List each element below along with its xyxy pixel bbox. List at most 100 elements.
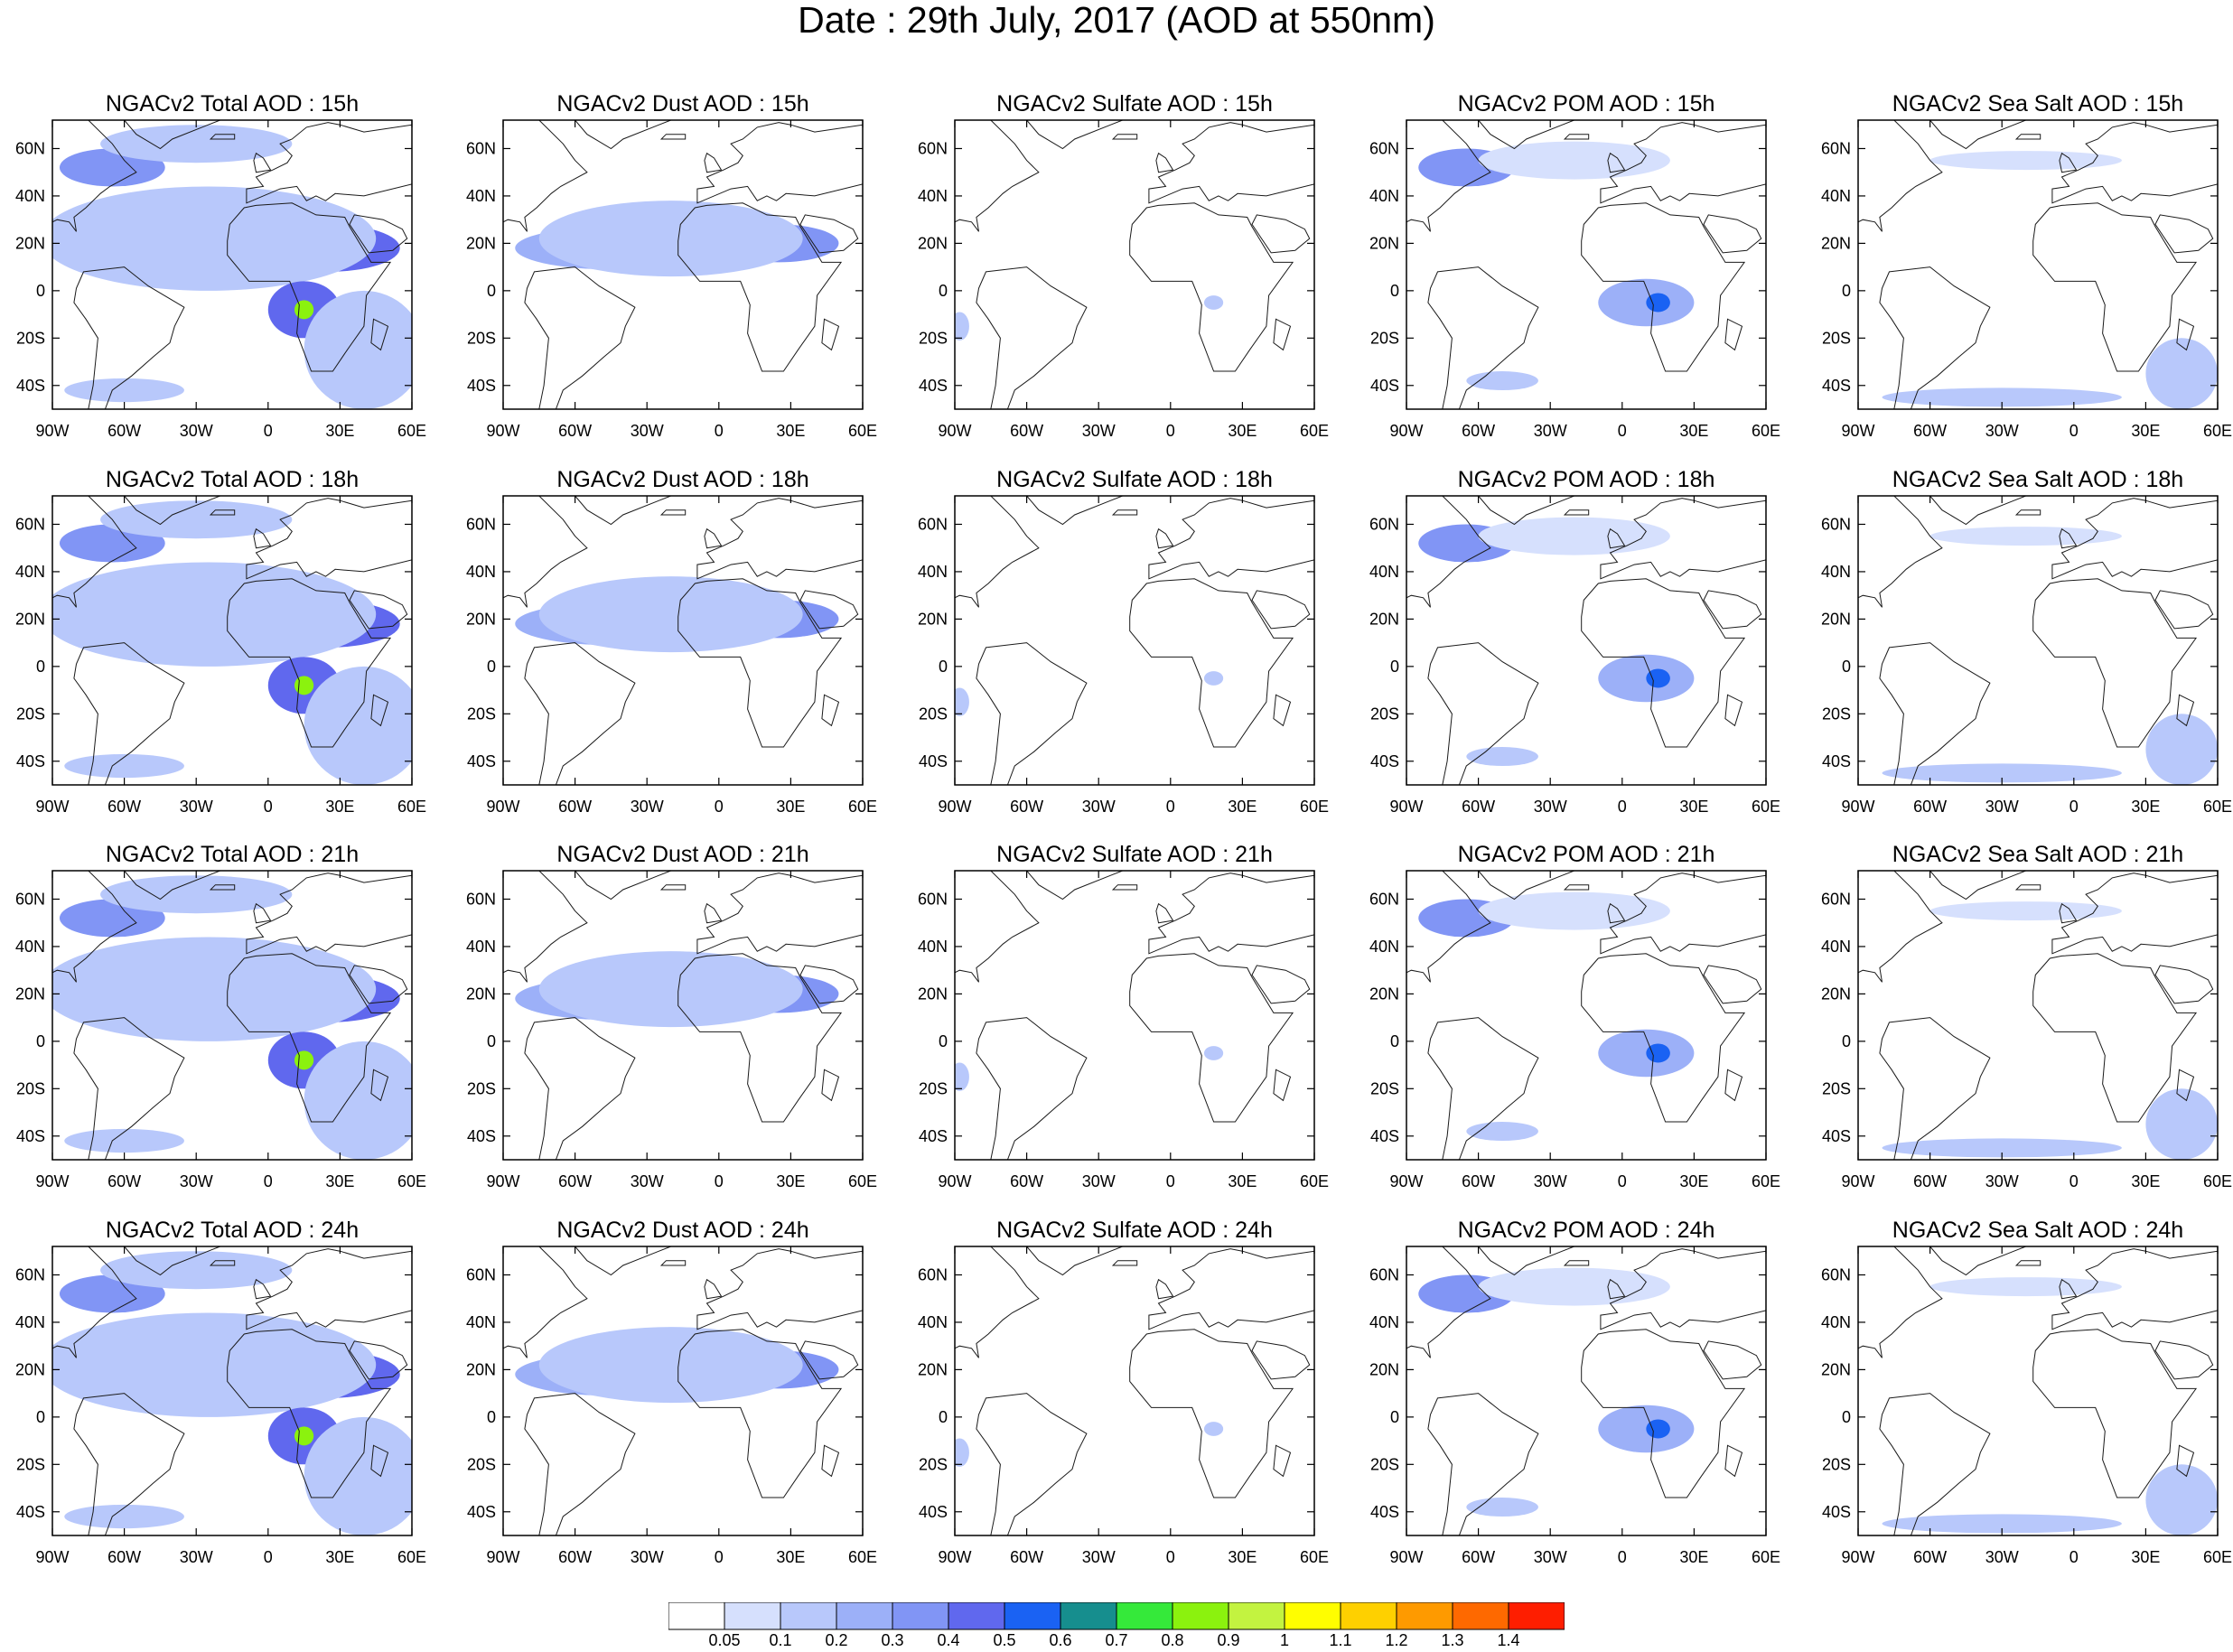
y-tick-label: 20S xyxy=(16,329,45,347)
x-tick-label: 90W xyxy=(1389,1172,1423,1190)
aod-blob xyxy=(955,1438,969,1467)
coastline-africa xyxy=(1581,953,1746,1123)
coastline-north-america xyxy=(52,1246,137,1358)
y-tick-label: 60N xyxy=(1369,890,1399,908)
coastline-madagascar xyxy=(1724,318,1743,351)
coastline-greenland xyxy=(1477,120,1574,150)
coastline-africa xyxy=(677,202,843,372)
coastline-south-america xyxy=(524,1017,636,1160)
y-tick-label: 0 xyxy=(36,1032,45,1050)
y-tick-label: 0 xyxy=(1842,1032,1851,1050)
coastline-iceland xyxy=(1563,884,1590,891)
x-tick-label: 60E xyxy=(2203,1172,2232,1190)
panel-title: NGACv2 Dust AOD : 18h xyxy=(556,467,808,492)
x-tick-label: 60E xyxy=(1300,1172,1329,1190)
x-tick-label: 30E xyxy=(1679,1172,1708,1190)
panel-frame xyxy=(1406,119,1767,410)
coastline-great-britain xyxy=(2059,152,2078,173)
y-tick-label: 20N xyxy=(918,234,948,252)
x-tick-label: 30W xyxy=(1082,422,1116,440)
colorbar-label: 0.4 xyxy=(937,1631,959,1647)
x-tick-label: 30W xyxy=(180,798,213,816)
x-tick-label: 0 xyxy=(264,798,273,816)
coastline-greenland xyxy=(1929,1246,2026,1276)
y-tick-label: 40S xyxy=(16,752,45,770)
x-tick-label: 60W xyxy=(1913,1548,1947,1566)
x-tick-label: 30E xyxy=(325,1172,354,1190)
x-tick-label: 30E xyxy=(1228,1548,1257,1566)
y-tick-label: 20N xyxy=(918,1360,948,1378)
coastline-europe xyxy=(696,122,863,204)
x-tick-label: 60E xyxy=(397,422,426,440)
x-tick-label: 0 xyxy=(1166,1548,1175,1566)
aod-blob xyxy=(1478,1267,1670,1306)
map-panel-dust-3: NGACv2 Dust AOD : 21h 90W 60W 30W 0 30E 60E 60N… xyxy=(466,842,877,1190)
aod-colorbar: 0.05 0.1 0.2 0.3 0.4 0.5 0.6 0.7 0.8 0.9 1 1.1 1.2 1.… xyxy=(668,1602,1565,1647)
x-tick-label: 30E xyxy=(325,1548,354,1566)
coastline-iceland xyxy=(209,884,236,891)
coastlines xyxy=(955,120,1314,409)
x-tick-label: 30E xyxy=(325,422,354,440)
coastline-arabia xyxy=(2154,214,2214,254)
coastline-great-britain xyxy=(1607,527,1626,549)
y-tick-label: 40N xyxy=(1369,1313,1399,1331)
coastline-iceland xyxy=(1563,1260,1590,1266)
coastline-greenland xyxy=(1929,496,2026,526)
coastline-greenland xyxy=(123,1246,220,1276)
coastline-iceland xyxy=(2014,1260,2041,1266)
coastline-south-america xyxy=(1427,1017,1539,1160)
y-tick-label: 20N xyxy=(466,985,496,1003)
y-tick-label: 0 xyxy=(1842,282,1851,300)
x-tick-label: 60E xyxy=(848,1172,877,1190)
y-tick-label: 20N xyxy=(1369,234,1399,252)
y-tick-label: 40S xyxy=(1822,1503,1851,1521)
panel-title: NGACv2 Sulfate AOD : 15h xyxy=(996,91,1273,117)
x-tick-label: 60E xyxy=(1300,798,1329,816)
coastline-madagascar xyxy=(1724,694,1743,727)
y-tick-label: 0 xyxy=(1390,1408,1399,1426)
aod-field xyxy=(52,875,412,1160)
x-tick-label: 30W xyxy=(1985,422,2019,440)
coastline-great-britain xyxy=(1155,152,1174,173)
x-tick-label: 0 xyxy=(1618,422,1627,440)
x-tick-label: 60E xyxy=(2203,422,2232,440)
coastline-great-britain xyxy=(1607,152,1626,173)
x-tick-label: 60W xyxy=(1462,1172,1495,1190)
colorbar-label: 0.8 xyxy=(1161,1631,1183,1647)
panel-title: NGACv2 Sea Salt AOD : 18h xyxy=(1892,467,2183,492)
coastline-north-america xyxy=(1858,1246,1943,1358)
y-tick-label: 40S xyxy=(467,377,496,395)
coastline-madagascar xyxy=(1724,1444,1743,1478)
x-tick-label: 30E xyxy=(2131,422,2160,440)
x-tick-label: 30W xyxy=(1985,1172,2019,1190)
x-tick-label: 30E xyxy=(1679,798,1708,816)
coastline-south-america xyxy=(1427,642,1539,785)
colorbar-swatch xyxy=(892,1602,949,1630)
y-tick-label: 60N xyxy=(918,890,948,908)
coastline-madagascar xyxy=(1273,694,1292,727)
y-tick-label: 20S xyxy=(1370,329,1399,347)
colorbar-swatch xyxy=(1340,1602,1397,1630)
x-tick-label: 60W xyxy=(107,1172,141,1190)
map-panel-sulfate-3: NGACv2 Sulfate AOD : 21h 90W 60W 30W 0 30E 60E… xyxy=(918,842,1329,1190)
y-tick-label: 20S xyxy=(467,329,496,347)
panel-frame xyxy=(1857,1246,2219,1536)
panel-frame xyxy=(51,119,413,410)
panel-title: NGACv2 Total AOD : 21h xyxy=(106,842,359,867)
y-tick-label: 60N xyxy=(918,139,948,157)
aod-field xyxy=(1418,1267,1695,1517)
x-tick-label: 90W xyxy=(35,1548,69,1566)
coastline-south-america xyxy=(976,1017,1088,1160)
panel-frame xyxy=(954,870,1315,1161)
colorbar-label: 0.2 xyxy=(825,1631,847,1647)
aod-blob xyxy=(64,1128,184,1153)
x-tick-label: 0 xyxy=(264,422,273,440)
x-tick-label: 0 xyxy=(715,1548,724,1566)
coastline-africa xyxy=(677,578,843,748)
coastline-madagascar xyxy=(2176,318,2195,351)
coastline-great-britain xyxy=(1607,902,1626,924)
panel-title: NGACv2 Sulfate AOD : 18h xyxy=(996,467,1273,492)
y-tick-label: 20S xyxy=(467,1455,496,1473)
x-tick-label: 0 xyxy=(715,422,724,440)
coastline-madagascar xyxy=(2176,694,2195,727)
